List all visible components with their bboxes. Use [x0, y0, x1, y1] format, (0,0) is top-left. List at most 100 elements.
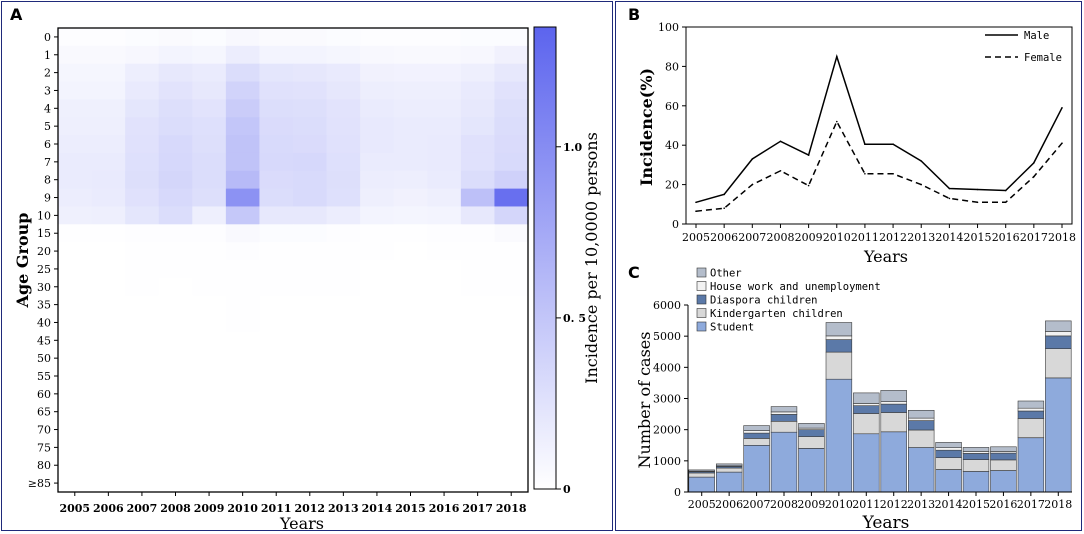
- heatmap-cell: [58, 135, 93, 154]
- heatmap-cell: [460, 349, 496, 368]
- heatmap-cell: [360, 438, 395, 457]
- heatmap-y-label: Age Group: [13, 213, 32, 309]
- heatmap-cell: [158, 402, 193, 422]
- heatmap-cell: [125, 367, 160, 386]
- heatmap-y-tick-label: 30: [37, 281, 51, 294]
- heatmap-cell: [293, 456, 328, 475]
- heatmap-cell: [91, 313, 126, 332]
- bar-legend-label: Other: [710, 268, 742, 280]
- heatmap-x-tick-label: 2007: [127, 502, 158, 515]
- bar-y-tick-label: 1000: [653, 455, 681, 468]
- bar-x-tick-label: 2017: [1017, 498, 1045, 511]
- heatmap-cell: [158, 45, 193, 65]
- heatmap-cell: [125, 135, 160, 154]
- heatmap-cell: [158, 152, 193, 172]
- bar-y-tick-label: 6000: [653, 299, 681, 312]
- heatmap-cell: [326, 384, 361, 404]
- heatmap-cell: [427, 474, 462, 493]
- bar-legend-label: Student: [710, 322, 754, 334]
- heatmap-cell: [393, 295, 428, 315]
- heatmap-cell: [125, 152, 160, 172]
- heatmap-cell: [326, 188, 361, 208]
- line-x-tick-label: 2012: [879, 231, 907, 244]
- heatmap-cell: [259, 277, 294, 297]
- heatmap-cell: [259, 313, 294, 332]
- heatmap-cell: [326, 170, 361, 190]
- heatmap-cell: [360, 402, 395, 422]
- heatmap-cell: [494, 188, 529, 208]
- heatmap-y-tick-label: 5: [44, 120, 51, 133]
- heatmap-cell: [360, 456, 395, 475]
- heatmap-cell: [158, 474, 193, 493]
- heatmap-cell: [91, 349, 126, 368]
- heatmap-cell: [192, 188, 227, 208]
- heatmap-cell: [326, 349, 361, 368]
- bar-segment: [798, 436, 825, 449]
- legend-female-label: Female: [1024, 52, 1062, 64]
- bar-segment: [1045, 335, 1072, 349]
- heatmap-cell: [427, 152, 462, 172]
- bar-legend-swatch: [696, 294, 707, 305]
- heatmap-cell: [158, 99, 193, 118]
- line-point-female: [920, 183, 922, 186]
- heatmap-cell: [494, 313, 529, 332]
- heatmap-cell: [259, 331, 294, 350]
- heatmap-cell: [158, 260, 193, 279]
- heatmap-cell: [326, 81, 361, 100]
- heatmap-y-tick-label: 75: [37, 441, 51, 454]
- heatmap-cell: [460, 170, 496, 190]
- heatmap-cell: [494, 28, 529, 47]
- heatmap-x-tick-label: 2012: [294, 502, 325, 515]
- bar-segment: [962, 453, 990, 460]
- heatmap-cell: [393, 438, 428, 457]
- bar-segment: [1017, 418, 1045, 438]
- bar-segment: [962, 459, 990, 472]
- heatmap-cell: [225, 295, 261, 315]
- heatmap-cell: [259, 242, 294, 261]
- line-x-tick-label: 2016: [992, 231, 1020, 244]
- heatmap-cell: [393, 474, 428, 493]
- heatmap-cell: [393, 170, 428, 190]
- heatmap-cell: [326, 242, 361, 261]
- heatmap-cell: [225, 28, 261, 47]
- heatmap-cell: [293, 45, 328, 65]
- line-point-male: [864, 143, 866, 145]
- heatmap-cell: [58, 224, 93, 243]
- heatmap-cell: [393, 152, 428, 172]
- heatmap-y-ticks: 0123456789101520253035404550556065707580…: [28, 31, 58, 490]
- heatmap-cell: [125, 170, 160, 190]
- heatmap-cell: [158, 367, 193, 386]
- bar-y-tick-label: 3000: [653, 393, 681, 406]
- legend-male-label: Male: [1024, 30, 1049, 42]
- heatmap-cell: [293, 135, 328, 154]
- heatmap-y-tick-label: 45: [37, 334, 51, 347]
- bar-segment: [1045, 348, 1072, 379]
- heatmap-y-tick-label: 80: [37, 459, 51, 472]
- bar-x-tick-label: 2011: [852, 498, 880, 511]
- line-point-female: [723, 207, 725, 209]
- heatmap-cell: [460, 99, 496, 118]
- heatmap-cell: [460, 260, 496, 279]
- heatmap-x-tick-label: 2010: [227, 502, 258, 515]
- bar-segment: [715, 463, 743, 467]
- bar-legend-label: Diaspora children: [710, 295, 817, 307]
- heatmap-cell: [158, 63, 193, 83]
- heatmap-cell: [91, 206, 126, 225]
- bar-segment: [990, 452, 1017, 461]
- heatmap-cell: [259, 420, 294, 440]
- heatmap-cell: [360, 81, 395, 100]
- heatmap-cell: [293, 349, 328, 368]
- heatmap-cell: [125, 438, 160, 457]
- colorbar-ticks: 0 0. 5 1.0: [556, 141, 586, 496]
- heatmap-cell: [91, 45, 126, 65]
- heatmap-cell: [158, 277, 193, 297]
- heatmap-cell: [259, 456, 294, 475]
- heatmap-cell: [460, 456, 496, 475]
- heatmap-cell: [427, 277, 462, 297]
- line-point-male: [1061, 107, 1063, 109]
- line-series-male: [695, 54, 1063, 204]
- heatmap-cell: [58, 117, 93, 136]
- heatmap-cell: [91, 170, 126, 190]
- heatmap-cell: [360, 224, 395, 243]
